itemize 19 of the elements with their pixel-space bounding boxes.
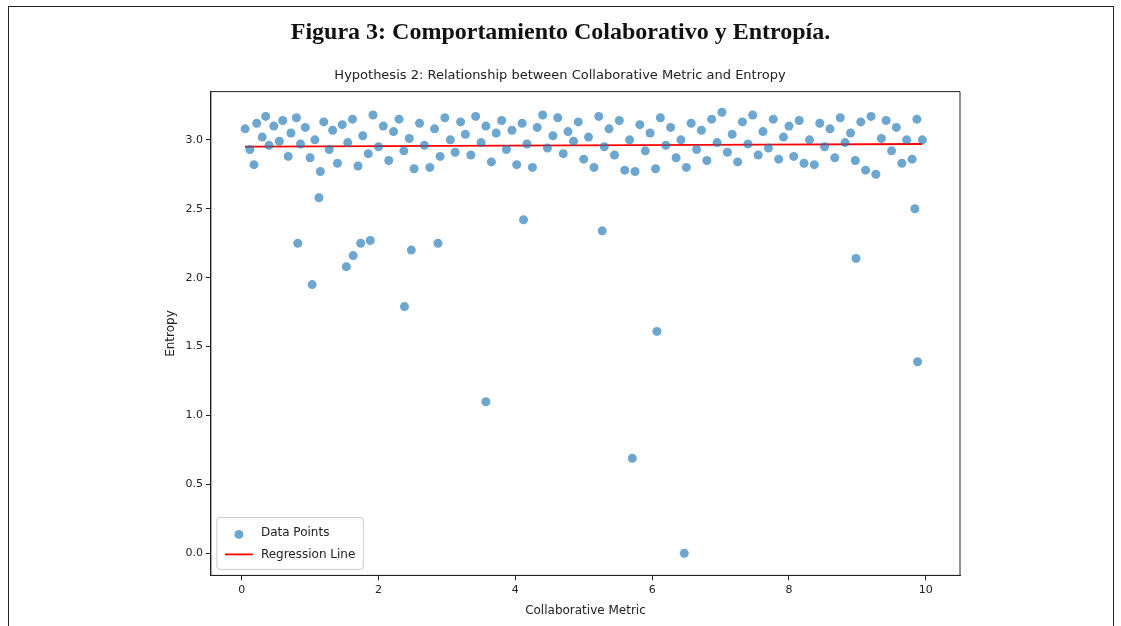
text: Figura 3: Comportamiento Colaborativo y Entropía. [289, 18, 832, 45]
x-tick-label: 8 [785, 582, 793, 596]
x-tick-label: 10 [918, 582, 933, 596]
x-axis-title: Collaborative Metric [525, 602, 646, 617]
x-tick-label: 6 [648, 582, 656, 596]
x-tick-label: 4 [511, 582, 519, 596]
y-tick-label: 1.5 [185, 339, 203, 353]
y-tick-label: 1.0 [185, 408, 203, 422]
y-tick-label: 2.5 [185, 201, 203, 215]
y-tick-label: 0.0 [185, 546, 203, 560]
x-tick-label: 0 [238, 582, 246, 596]
x-tick-label: 2 [375, 582, 382, 596]
legend-label: Regression Line [260, 546, 356, 561]
y-tick-label: 0.5 [185, 477, 203, 491]
legend-label: Data Points [260, 524, 330, 539]
y-axis-title: Entropy [163, 310, 178, 357]
y-tick-label: 2.0 [185, 270, 203, 284]
y-tick-label: 3.0 [185, 132, 203, 146]
chart-title: Hypothesis 2: Relationship between Collaborative Metric and Entropy [334, 67, 786, 83]
